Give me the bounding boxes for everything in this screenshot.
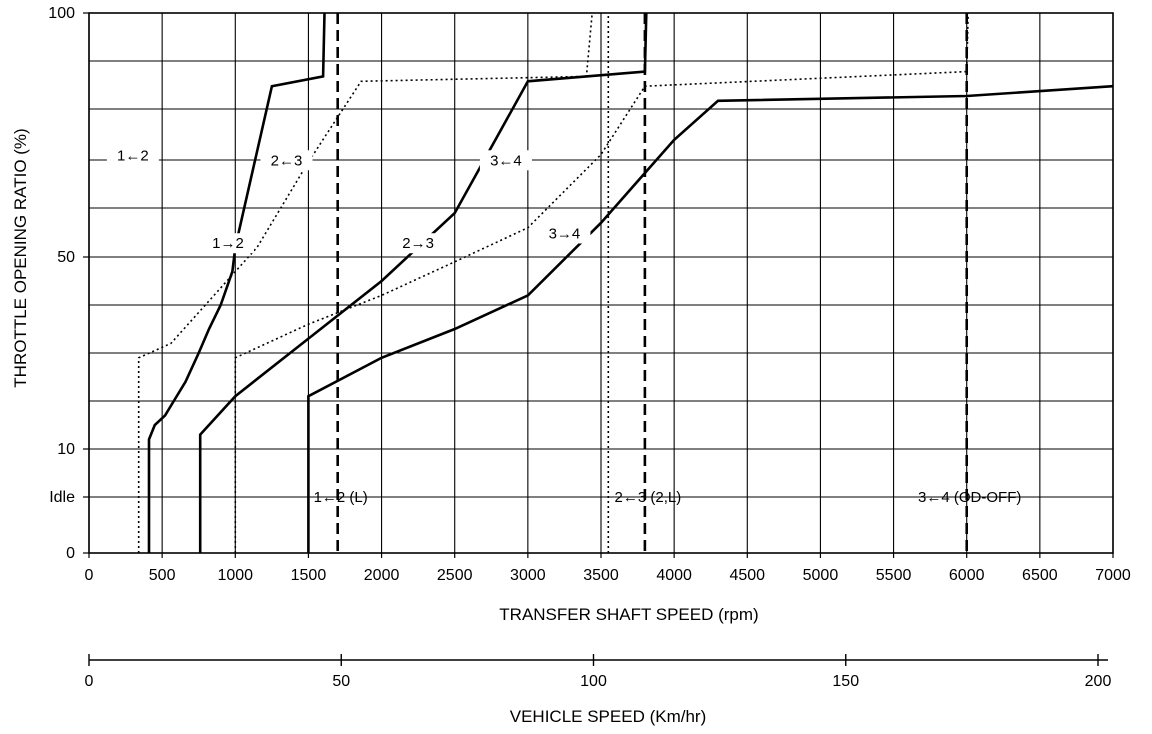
fixed-shift-lines: 1←2 (L) 2←3 (2,L) 3←4 (OD-OFF) (243, 13, 1067, 553)
y-tick-label: 50 (57, 249, 75, 266)
x2-tick-label: 0 (85, 673, 94, 690)
x-tick-label: 3500 (583, 567, 619, 584)
label-backdrop (538, 223, 591, 244)
curve-labels: 1←2 2←3 3←4 1→2 2→3 3→4 (106, 145, 591, 254)
y-axis-title: THROTTLE OPENING RATIO (%) (11, 128, 30, 387)
label-backdrop (392, 233, 445, 254)
curve-label: 1→2 (212, 235, 244, 252)
fixed-shift-label: 3←4 (OD-OFF) (918, 489, 1021, 506)
x-tick-label: 6000 (949, 567, 985, 584)
grid (88, 12, 1114, 554)
label-backdrop (106, 145, 159, 166)
label-backdrop (201, 233, 254, 254)
x-tick-label: 500 (149, 567, 176, 584)
curve-label: 3→4 (549, 225, 581, 242)
x-tick-label: 5000 (803, 567, 839, 584)
curve-label: 2→3 (402, 235, 434, 252)
y-tick-label: 10 (57, 441, 75, 458)
shift-curve (307, 84, 1114, 553)
x-tick-label: 3000 (510, 567, 546, 584)
x-tick-label: 6500 (1022, 567, 1058, 584)
x-tick-label: 7000 (1095, 567, 1131, 584)
x-tick-label: 4000 (656, 567, 692, 584)
fixed-shift-label: 2←3 (2,L) (615, 489, 682, 506)
label-backdrop (479, 150, 532, 171)
shift-curve (198, 12, 648, 553)
x-axis-title: TRANSFER SHAFT SPEED (rpm) (499, 605, 758, 624)
x2-tick-label: 50 (332, 673, 350, 690)
x-tick-label: 2500 (437, 567, 473, 584)
curve-label: 2←3 (271, 152, 303, 169)
shift-curves (137, 12, 1114, 553)
x-tick-label: 5500 (876, 567, 912, 584)
x2-tick-label: 200 (1085, 673, 1112, 690)
x-axis-ticks: 0 500 1000 1500 2000 2500 3000 3500 4000 4500 5000… (85, 553, 1131, 584)
x-tick-label: 0 (85, 567, 94, 584)
shift-curve (234, 12, 969, 553)
x-tick-label: 2000 (364, 567, 400, 584)
shift-curve (137, 12, 593, 553)
x2-tick-label: 100 (580, 673, 607, 690)
x-tick-label: 4500 (729, 567, 765, 584)
x2-tick-label: 150 (832, 673, 859, 690)
curve-label: 1←2 (117, 147, 149, 164)
x-tick-label: 1500 (291, 567, 327, 584)
y-tick-label: Idle (49, 489, 75, 506)
curve-label: 3←4 (490, 152, 522, 169)
y-axis-ticks: 100 50 10 Idle 0 (48, 5, 89, 562)
y-tick-label: 0 (66, 545, 75, 562)
x2-axis-title: VEHICLE SPEED (Km/hr) (510, 707, 707, 726)
shift-curve (147, 12, 326, 553)
fixed-shift-label: 1←2 (L) (314, 489, 368, 506)
y-tick-label: 100 (48, 5, 75, 22)
label-backdrop (260, 150, 313, 171)
vehicle-speed-axis: 0 50 100 150 200 (85, 654, 1112, 690)
x-tick-label: 1000 (217, 567, 253, 584)
